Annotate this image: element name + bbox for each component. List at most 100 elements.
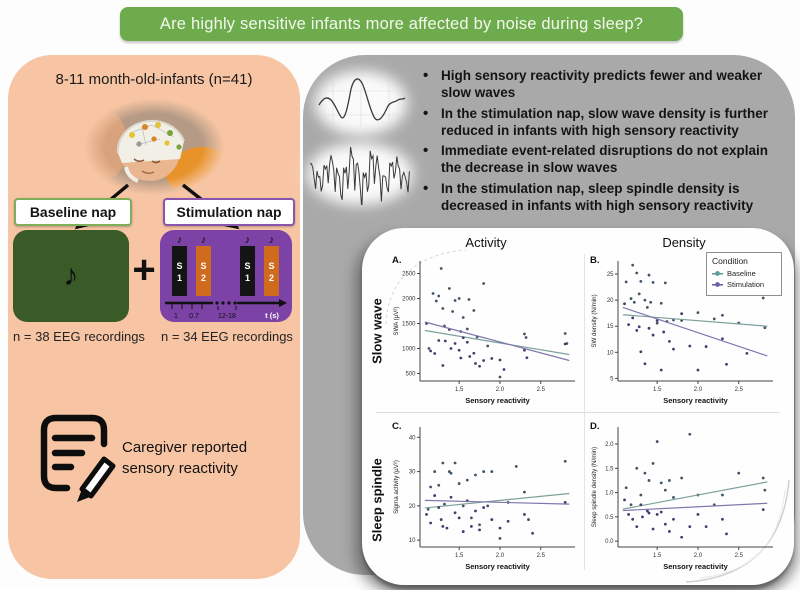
gap-label: 12-18 bbox=[218, 313, 236, 320]
svg-text:Sensory reactivity: Sensory reactivity bbox=[663, 562, 728, 571]
legend-label-baseline: Baseline bbox=[727, 269, 756, 278]
stimulus-bar-s1 bbox=[240, 246, 255, 296]
svg-text:Sigma activity (µV²): Sigma activity (µV²) bbox=[393, 460, 400, 514]
row-label-slow-wave: Slow wave bbox=[369, 298, 385, 364]
svg-text:2.5: 2.5 bbox=[537, 387, 546, 393]
row-label-sleep-spindle: Sleep spindle bbox=[369, 458, 385, 542]
condition-legend: Condition Baseline Stimulation bbox=[706, 252, 782, 296]
svg-text:1.5: 1.5 bbox=[653, 387, 662, 393]
baseline-n-recordings: n = 38 EEG recordings bbox=[13, 329, 145, 344]
svg-text:500: 500 bbox=[405, 372, 416, 378]
svg-text:1000: 1000 bbox=[402, 347, 416, 353]
svg-text:2500: 2500 bbox=[402, 272, 416, 278]
svg-text:10: 10 bbox=[607, 350, 614, 356]
plus-sign: + bbox=[132, 248, 156, 292]
column-header-density: Density bbox=[662, 235, 706, 250]
svg-text:1.0: 1.0 bbox=[605, 491, 614, 497]
svg-text:25: 25 bbox=[607, 272, 614, 278]
svg-text:S: S bbox=[200, 261, 206, 271]
time-axis-label: t (s) bbox=[265, 311, 279, 320]
svg-text:S: S bbox=[244, 261, 250, 271]
svg-text:30: 30 bbox=[409, 470, 416, 476]
interval-label: 0.7 bbox=[189, 313, 199, 320]
stimulation-nap-box: ♪ ♪ ♪ ♪ S 1 S 2 S 1 S 2 bbox=[160, 230, 292, 322]
stimulus-bar-s2 bbox=[264, 246, 279, 296]
svg-text:Sensory reactivity: Sensory reactivity bbox=[465, 562, 530, 571]
svg-text:Sensory reactivity: Sensory reactivity bbox=[465, 396, 530, 405]
svg-text:C.: C. bbox=[392, 421, 402, 432]
svg-text:2.0: 2.0 bbox=[496, 553, 505, 559]
svg-text:2.5: 2.5 bbox=[735, 387, 744, 393]
svg-text:2.0: 2.0 bbox=[496, 387, 505, 393]
svg-text:A.: A. bbox=[392, 255, 402, 266]
svg-text:1500: 1500 bbox=[402, 322, 416, 328]
music-note-icon: ♪ bbox=[245, 234, 251, 246]
sample-heading: 8-11 month-old-infants (n=41) bbox=[55, 71, 253, 88]
column-separator bbox=[584, 254, 585, 570]
finding-bullet: In the stimulation nap, slow wave densit… bbox=[415, 104, 787, 140]
svg-text:Sensory reactivity: Sensory reactivity bbox=[663, 396, 728, 405]
svg-text:20: 20 bbox=[409, 504, 416, 510]
svg-text:1.5: 1.5 bbox=[455, 553, 464, 559]
timeline-arrowhead bbox=[279, 299, 287, 307]
svg-text:Sleep spindle density (N/min): Sleep spindle density (N/min) bbox=[591, 447, 598, 527]
legend-title: Condition bbox=[712, 256, 748, 266]
results-figure-panel: Activity Density Slow wave Sleep spindle… bbox=[362, 228, 794, 585]
stimulation-n-recordings: n = 34 EEG recordings bbox=[161, 329, 293, 344]
svg-text:1.5: 1.5 bbox=[653, 553, 662, 559]
svg-text:2.5: 2.5 bbox=[735, 553, 744, 559]
svg-text:1: 1 bbox=[177, 273, 182, 283]
stimulus-bar-s2 bbox=[196, 246, 211, 296]
svg-text:0.0: 0.0 bbox=[605, 539, 614, 545]
music-note-icon: ♪ bbox=[201, 234, 207, 246]
scatter-plot-slow-wave-density: 5 10 15 20 25 1.5 2.0 2.5 B. SW density (N/min) Se… bbox=[588, 252, 780, 408]
svg-text:SWA (µV²): SWA (µV²) bbox=[393, 306, 400, 335]
scatter-plot-spindle-activity: 10 20 30 40 1.5 2.0 2.5 C. Sigma activity (µV²) S… bbox=[390, 418, 582, 574]
title-banner: Are highly sensitive infants more affect… bbox=[120, 7, 683, 41]
svg-text:2.0: 2.0 bbox=[605, 442, 614, 448]
svg-text:1: 1 bbox=[245, 273, 250, 283]
svg-text:1.5: 1.5 bbox=[605, 466, 614, 472]
questionnaire-document-icon bbox=[40, 414, 116, 502]
svg-text:2000: 2000 bbox=[402, 297, 416, 303]
svg-text:1.5: 1.5 bbox=[455, 387, 464, 393]
finding-bullet: In the stimulation nap, sleep spindle de… bbox=[415, 179, 787, 215]
stimulation-protocol-diagram: ♪ ♪ ♪ ♪ S 1 S 2 S 1 S 2 bbox=[165, 234, 287, 320]
svg-text:10: 10 bbox=[409, 538, 416, 544]
finding-bullet: Immediate event-related disruptions do n… bbox=[415, 141, 787, 177]
music-note-icon: ♪ bbox=[63, 259, 79, 292]
svg-text:SW density (N/min): SW density (N/min) bbox=[591, 294, 598, 347]
scatter-plot-spindle-density: 0.0 0.5 1.0 1.5 2.0 1.5 2.0 2.5 D. Sleep spindle … bbox=[588, 418, 780, 574]
svg-text:40: 40 bbox=[409, 435, 416, 441]
findings-list: High sensory reactivity predicts fewer a… bbox=[415, 66, 787, 217]
svg-text:2: 2 bbox=[269, 273, 274, 283]
scatter-plot-slow-wave-activity: 500 1000 1500 2000 2500 1.5 2.0 2.5 A. SWA (µV²) S… bbox=[390, 252, 582, 408]
legend-label-stimulation: Stimulation bbox=[727, 280, 765, 290]
svg-text:S: S bbox=[268, 261, 274, 271]
svg-text:20: 20 bbox=[607, 298, 614, 304]
svg-text:2: 2 bbox=[201, 273, 206, 283]
svg-text:2.0: 2.0 bbox=[694, 387, 703, 393]
svg-text:0.5: 0.5 bbox=[605, 515, 614, 521]
stimulation-nap-label: Stimulation nap bbox=[163, 198, 295, 226]
svg-text:15: 15 bbox=[607, 324, 614, 330]
svg-text:2.5: 2.5 bbox=[537, 553, 546, 559]
svg-text:S: S bbox=[176, 261, 182, 271]
music-note-icon: ♪ bbox=[177, 234, 183, 246]
baseline-marker bbox=[712, 271, 723, 277]
stimulation-marker bbox=[712, 282, 723, 288]
finding-bullet: High sensory reactivity predicts fewer a… bbox=[415, 66, 787, 102]
column-header-activity: Activity bbox=[465, 235, 507, 250]
svg-text:2.0: 2.0 bbox=[694, 553, 703, 559]
svg-text:B.: B. bbox=[590, 255, 600, 266]
baby-eeg-cap-photo bbox=[84, 99, 226, 195]
page-title: Are highly sensitive infants more affect… bbox=[159, 14, 644, 33]
methods-panel: 8-11 month-old-infants (n=41) bbox=[8, 55, 300, 579]
svg-text:D.: D. bbox=[590, 421, 600, 432]
caregiver-reported-text: Caregiver reported sensory reactivity bbox=[122, 439, 248, 477]
row-separator bbox=[376, 412, 780, 413]
music-note-icon: ♪ bbox=[269, 234, 275, 246]
baseline-nap-label: Baseline nap bbox=[14, 198, 132, 226]
stimulus-bar-s1 bbox=[172, 246, 187, 296]
